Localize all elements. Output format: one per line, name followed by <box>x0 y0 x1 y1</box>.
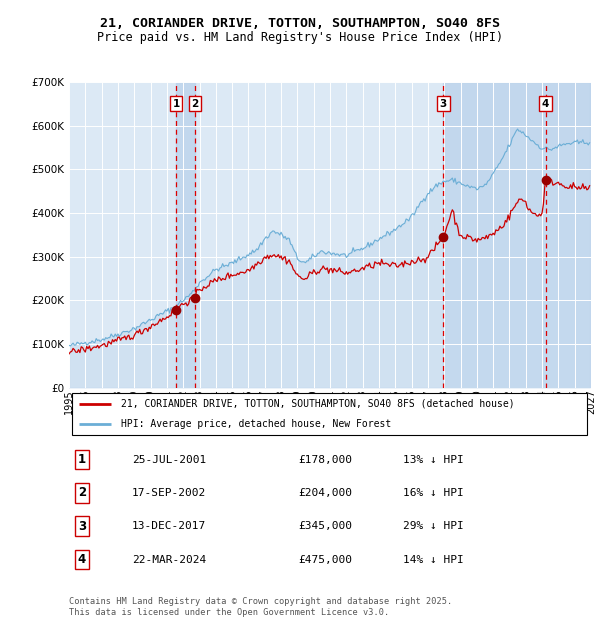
Text: 29% ↓ HPI: 29% ↓ HPI <box>403 521 464 531</box>
Bar <box>443 82 590 388</box>
Text: 3: 3 <box>78 520 86 533</box>
Text: 22-MAR-2024: 22-MAR-2024 <box>131 554 206 564</box>
Text: 1: 1 <box>173 99 180 108</box>
Bar <box>176 82 195 388</box>
Text: 21, CORIANDER DRIVE, TOTTON, SOUTHAMPTON, SO40 8FS (detached house): 21, CORIANDER DRIVE, TOTTON, SOUTHAMPTON… <box>121 399 515 409</box>
Text: 14% ↓ HPI: 14% ↓ HPI <box>403 554 464 564</box>
Text: £345,000: £345,000 <box>299 521 353 531</box>
Text: £475,000: £475,000 <box>299 554 353 564</box>
Text: £178,000: £178,000 <box>299 454 353 464</box>
Text: Contains HM Land Registry data © Crown copyright and database right 2025.
This d: Contains HM Land Registry data © Crown c… <box>69 598 452 617</box>
Bar <box>176 82 195 388</box>
Bar <box>443 82 590 388</box>
Text: 21, CORIANDER DRIVE, TOTTON, SOUTHAMPTON, SO40 8FS: 21, CORIANDER DRIVE, TOTTON, SOUTHAMPTON… <box>100 17 500 30</box>
Text: 13-DEC-2017: 13-DEC-2017 <box>131 521 206 531</box>
Text: HPI: Average price, detached house, New Forest: HPI: Average price, detached house, New … <box>121 419 391 429</box>
Text: 3: 3 <box>440 99 447 108</box>
Text: 16% ↓ HPI: 16% ↓ HPI <box>403 488 464 498</box>
Text: £204,000: £204,000 <box>299 488 353 498</box>
Text: 13% ↓ HPI: 13% ↓ HPI <box>403 454 464 464</box>
Text: 25-JUL-2001: 25-JUL-2001 <box>131 454 206 464</box>
Text: 4: 4 <box>78 553 86 566</box>
Text: Price paid vs. HM Land Registry's House Price Index (HPI): Price paid vs. HM Land Registry's House … <box>97 31 503 44</box>
Text: 2: 2 <box>191 99 199 108</box>
Text: 1: 1 <box>78 453 86 466</box>
Text: 4: 4 <box>542 99 550 108</box>
Text: 2: 2 <box>78 486 86 499</box>
Text: 17-SEP-2002: 17-SEP-2002 <box>131 488 206 498</box>
FancyBboxPatch shape <box>71 393 587 435</box>
